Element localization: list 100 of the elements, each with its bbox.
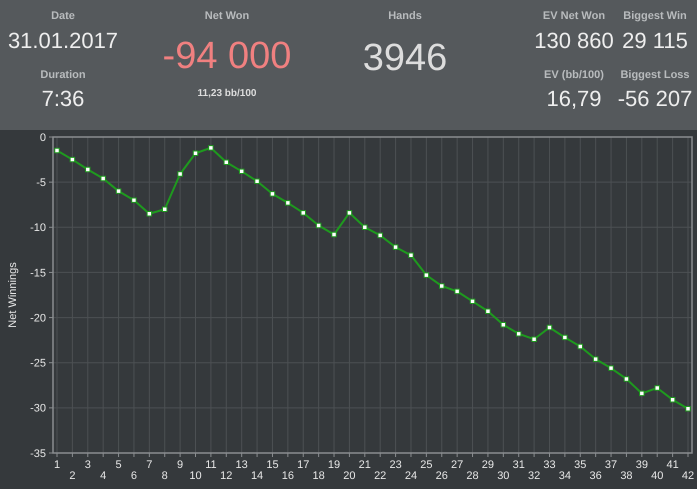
point: [470, 298, 476, 304]
point: [162, 206, 168, 212]
x-tick-label: 34: [558, 470, 572, 482]
x-tick-label: 39: [636, 459, 648, 471]
point: [85, 166, 91, 172]
point: [177, 171, 183, 177]
x-tick-label: 37: [604, 459, 618, 471]
text: 130 860: [534, 28, 614, 53]
text: Biggest Loss: [620, 69, 690, 81]
x-tick-label: 11: [205, 459, 217, 471]
x-tick-label: 12: [220, 470, 232, 482]
text: Duration: [40, 69, 86, 81]
point: [531, 336, 537, 342]
x-tick-label: 40: [651, 470, 664, 482]
point: [654, 385, 660, 391]
x-tick-label: 28: [466, 470, 479, 482]
text: 3946: [362, 37, 448, 79]
point: [578, 344, 584, 350]
x-tick-label: 38: [620, 470, 633, 482]
point: [285, 200, 291, 206]
y-tick-label: -35: [30, 448, 46, 460]
x-tick-label: 10: [189, 470, 202, 482]
x-tick-label: 22: [374, 470, 386, 482]
x-tick-label: 3: [84, 459, 91, 471]
point: [70, 156, 76, 162]
x-tick-label: 30: [497, 470, 510, 482]
x-tick-label: 15: [266, 459, 279, 471]
x-tick-label: 1: [54, 459, 60, 471]
point: [146, 211, 152, 216]
text: 11,23 bb/100: [198, 88, 257, 99]
text: 16,79: [546, 86, 602, 111]
x-tick-label: 16: [282, 470, 294, 482]
x-tick-label: 21: [358, 459, 371, 471]
text: -94 000: [162, 35, 292, 77]
point: [192, 150, 198, 156]
x-tick-label: 5: [116, 459, 122, 471]
text: EV (bb/100): [544, 69, 604, 81]
point: [392, 244, 398, 250]
x-tick-label: 9: [177, 459, 184, 471]
x-tick-label: 23: [389, 459, 402, 471]
point: [670, 396, 676, 402]
y-tick-label: -30: [30, 402, 46, 415]
text: Net Won: [204, 10, 250, 22]
y-tick-label: -25: [30, 358, 46, 370]
x-tick-label: 25: [420, 459, 432, 471]
text: 7:36: [42, 86, 84, 111]
x-tick-label: 13: [236, 459, 248, 471]
point: [238, 168, 244, 174]
x-tick-label: 4: [100, 470, 106, 482]
x-tick-label: 32: [528, 470, 540, 482]
text: 31.01.2017: [8, 28, 118, 53]
point: [377, 232, 383, 238]
point: [608, 365, 614, 371]
point: [224, 160, 230, 166]
y-tick-label: -15: [30, 267, 46, 280]
point: [300, 210, 306, 216]
x-tick-label: 31: [512, 459, 525, 471]
x-tick-label: 26: [436, 470, 448, 482]
point: [439, 283, 444, 289]
text: Date: [51, 10, 75, 22]
x-tick-label: 6: [130, 470, 138, 482]
point: [270, 191, 276, 197]
point: [100, 176, 106, 182]
point: [331, 232, 337, 238]
x-tick-label: 27: [451, 459, 464, 471]
x-tick-label: 7: [146, 459, 152, 471]
point: [639, 390, 645, 396]
y-tick-label: -20: [30, 312, 46, 324]
y-tick-label: -5: [36, 176, 46, 189]
x-tick-label: 20: [343, 470, 356, 482]
text: -56 207: [618, 86, 692, 111]
y-tick-label: -10: [30, 222, 46, 234]
point: [131, 197, 137, 203]
point: [362, 224, 368, 230]
point: [624, 376, 630, 382]
point: [208, 145, 214, 151]
y-tick-label: 0: [40, 132, 46, 144]
point: [485, 308, 491, 314]
point: [316, 222, 322, 228]
x-tick-label: 42: [682, 470, 694, 482]
x-tick-label: 35: [574, 459, 586, 471]
x-tick-label: 33: [543, 459, 556, 471]
point: [254, 178, 260, 184]
text: EV Net Won: [542, 10, 606, 22]
point: [408, 252, 414, 258]
x-tick-label: 29: [482, 459, 494, 471]
text: Biggest Win: [623, 10, 687, 22]
x-tick-label: 2: [69, 470, 76, 482]
x-tick-label: 41: [666, 459, 679, 471]
point: [592, 356, 598, 362]
point: [500, 322, 506, 328]
point: [454, 288, 460, 294]
x-tick-label: 17: [297, 459, 310, 471]
text: Hands: [388, 10, 422, 22]
y-axis-title: Net Winnings: [7, 262, 19, 328]
x-tick-label: 19: [328, 459, 340, 471]
x-tick-label: 36: [590, 470, 602, 482]
point: [424, 272, 430, 278]
x-tick-label: 14: [250, 470, 264, 482]
x-tick-label: 24: [404, 470, 418, 482]
